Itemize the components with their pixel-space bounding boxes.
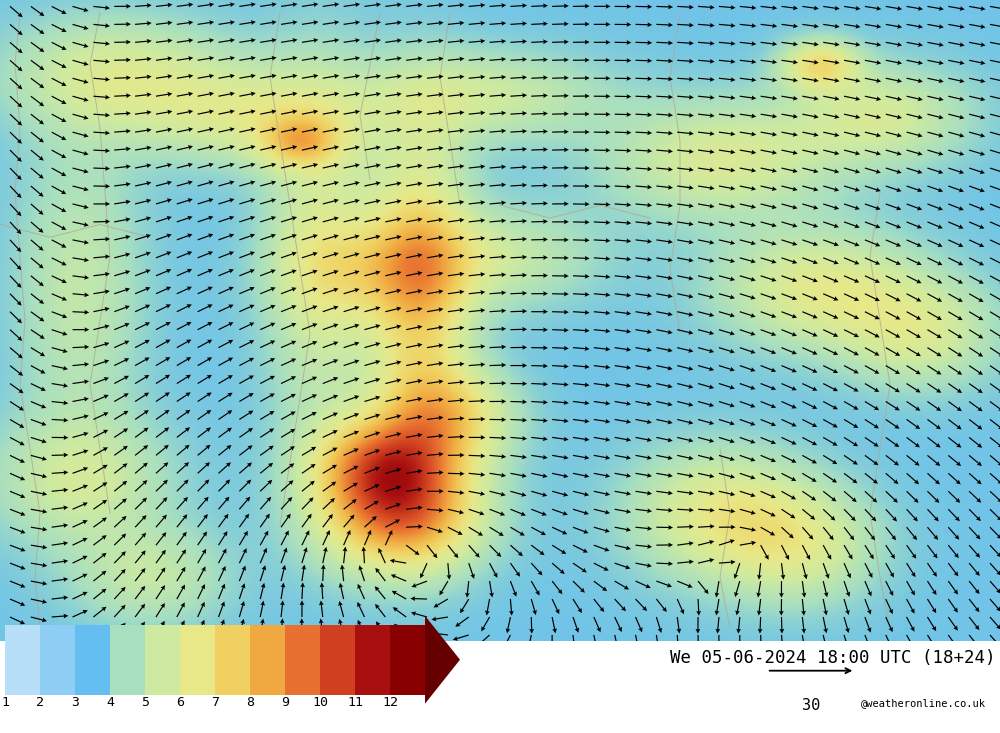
Text: 11: 11 <box>347 696 363 710</box>
Text: 2: 2 <box>36 696 44 710</box>
Text: 30: 30 <box>802 698 820 712</box>
Text: 9: 9 <box>281 696 289 710</box>
Text: 10: 10 <box>312 696 328 710</box>
Text: 1: 1 <box>1 696 9 710</box>
Bar <box>110 625 145 695</box>
Text: Surface wind (bft)  ECMWF: Surface wind (bft) ECMWF <box>5 649 268 667</box>
Text: @weatheronline.co.uk: @weatheronline.co.uk <box>860 698 985 708</box>
Bar <box>40 625 75 695</box>
Text: 3: 3 <box>71 696 79 710</box>
Text: 4: 4 <box>106 696 114 710</box>
Text: 6: 6 <box>176 696 184 710</box>
Text: 5: 5 <box>141 696 149 710</box>
Polygon shape <box>425 616 460 704</box>
Text: 12: 12 <box>382 696 398 710</box>
Text: 7: 7 <box>211 696 219 710</box>
Bar <box>320 625 355 695</box>
Bar <box>215 625 250 695</box>
Bar <box>390 625 425 695</box>
Bar <box>180 625 215 695</box>
Bar <box>5 625 40 695</box>
Bar <box>145 625 180 695</box>
Bar <box>285 625 320 695</box>
Bar <box>355 625 390 695</box>
Text: We 05-06-2024 18:00 UTC (18+24): We 05-06-2024 18:00 UTC (18+24) <box>670 649 995 667</box>
Text: 8: 8 <box>246 696 254 710</box>
Bar <box>75 625 110 695</box>
Bar <box>250 625 285 695</box>
